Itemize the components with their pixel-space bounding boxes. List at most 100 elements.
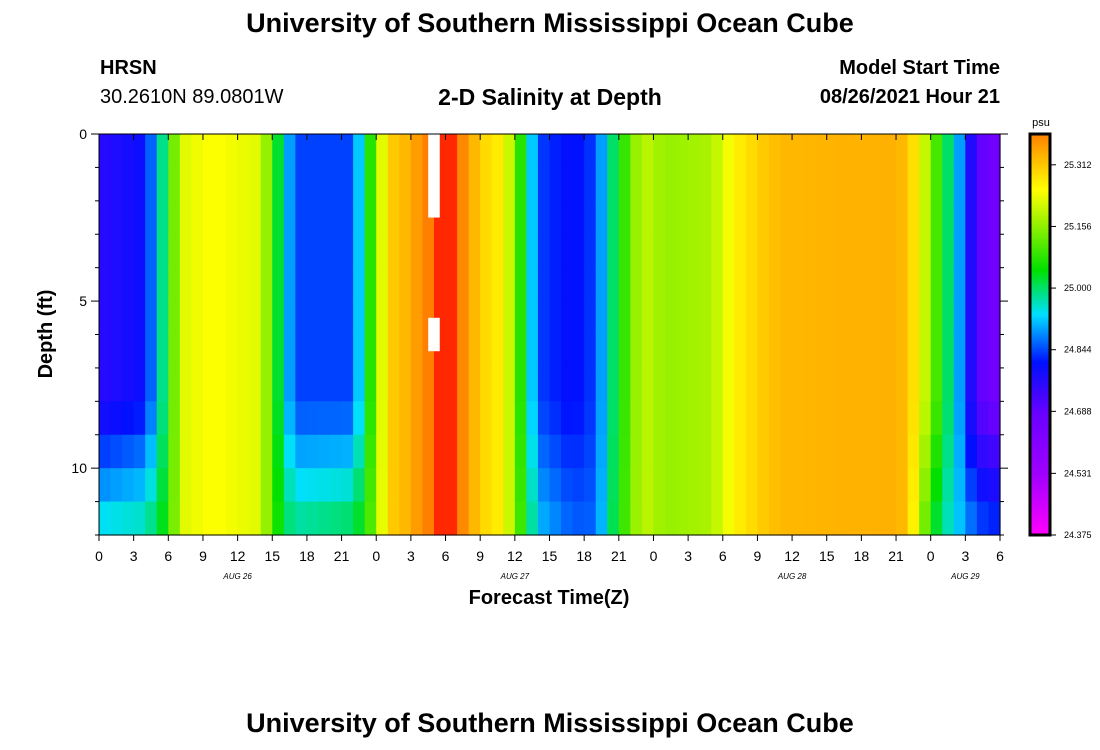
heatmap-cell [445, 468, 458, 503]
heatmap-cell [826, 401, 839, 436]
heatmap-cell [526, 367, 539, 402]
heatmap-cell [919, 468, 932, 503]
heatmap-cell [595, 200, 608, 235]
heatmap-cell [549, 234, 562, 269]
heatmap-cell [561, 267, 574, 302]
heatmap-cell [410, 468, 424, 503]
heatmap-cell [537, 267, 551, 302]
heatmap-cell [572, 167, 585, 202]
heatmap-cell [861, 434, 874, 469]
heatmap-cell [861, 134, 874, 169]
heatmap-cell [330, 367, 343, 402]
heatmap-cell [491, 434, 504, 469]
heatmap-cell [283, 334, 296, 369]
heatmap-cell [226, 234, 239, 269]
heatmap-cell [965, 334, 978, 369]
heatmap-cell [896, 401, 909, 436]
heatmap-cell [711, 267, 724, 302]
heatmap-cell [607, 367, 620, 402]
heatmap-cell [433, 468, 447, 503]
heatmap-cell [99, 200, 112, 235]
heatmap-cell [480, 200, 493, 235]
heatmap-cell [445, 434, 458, 469]
heatmap-cell [757, 468, 770, 503]
heatmap-cell [734, 434, 747, 469]
heatmap-cell [745, 334, 759, 369]
heatmap-cell [503, 301, 516, 336]
heatmap-cell [341, 367, 354, 402]
heatmap-cell [330, 334, 343, 369]
heatmap-cell [907, 200, 920, 235]
heatmap-cell [99, 434, 112, 469]
heatmap-cell [376, 468, 389, 503]
heatmap-cell [641, 434, 655, 469]
x-tick-label: 3 [407, 548, 415, 564]
heatmap-cell [711, 334, 724, 369]
heatmap-cell [283, 434, 296, 469]
heatmap-cell [953, 401, 966, 436]
heatmap-cell [168, 301, 181, 336]
heatmap-cell [849, 434, 862, 469]
heatmap-cell [688, 334, 701, 369]
heatmap-cell [503, 401, 516, 436]
heatmap-cell [503, 134, 516, 169]
heatmap-cell [179, 200, 193, 235]
heatmap-cell [226, 301, 239, 336]
heatmap-cell [745, 434, 759, 469]
missing-data-cell [428, 317, 440, 352]
heatmap-cell [110, 468, 123, 503]
heatmap-cell [330, 301, 343, 336]
heatmap-cell [306, 401, 320, 436]
heatmap-cell [734, 267, 747, 302]
heatmap-cell [330, 501, 343, 536]
heatmap-cell [306, 267, 320, 302]
heatmap-cell [768, 134, 782, 169]
heatmap-cell [353, 234, 366, 269]
heatmap-cell [976, 134, 990, 169]
heatmap-cell [283, 200, 296, 235]
heatmap-cell [549, 134, 562, 169]
heatmap-cell [491, 468, 504, 503]
heatmap-cell [122, 301, 135, 336]
heatmap-cell [872, 301, 886, 336]
heatmap-cell [249, 200, 262, 235]
heatmap-cell [838, 501, 851, 536]
heatmap-cell [572, 267, 585, 302]
colorbar: psu 25.312 25.156 25.000 24.844 24.688 24.531… [1028, 117, 1092, 540]
heatmap-cell [457, 334, 470, 369]
heatmap-cell [272, 134, 285, 169]
heatmap-cell [122, 200, 135, 235]
heatmap-cell [711, 501, 724, 536]
heatmap-cell [653, 167, 666, 202]
heatmap-cell [480, 134, 493, 169]
heatmap-cell [468, 468, 481, 503]
heatmap-cell [572, 501, 585, 536]
heatmap-cell [491, 501, 504, 536]
heatmap-cell [399, 334, 412, 369]
heatmap-cell [480, 401, 493, 436]
heatmap-cell [884, 234, 897, 269]
x-tick-label: 6 [442, 548, 450, 564]
heatmap-cell [156, 134, 169, 169]
heatmap-cell [376, 234, 389, 269]
heatmap-cell [179, 434, 193, 469]
heatmap-cell [457, 367, 470, 402]
heatmap-cell [861, 200, 874, 235]
heatmap-cell [803, 468, 816, 503]
heatmap-cell [260, 267, 273, 302]
heatmap-cell [260, 134, 273, 169]
heatmap-cell [896, 434, 909, 469]
heatmap-cell [676, 434, 689, 469]
heatmap-cell [641, 167, 655, 202]
heatmap-cell [722, 301, 735, 336]
heatmap-cell [122, 167, 135, 202]
heatmap-cell [226, 367, 239, 402]
heatmap-cell [122, 134, 135, 169]
heatmap-cell [976, 167, 990, 202]
heatmap-cell [445, 267, 458, 302]
heatmap-cell [341, 234, 354, 269]
heatmap-cell [283, 501, 296, 536]
heatmap-cell [514, 301, 527, 336]
heatmap-cell [607, 301, 620, 336]
heatmap-cell [330, 468, 343, 503]
